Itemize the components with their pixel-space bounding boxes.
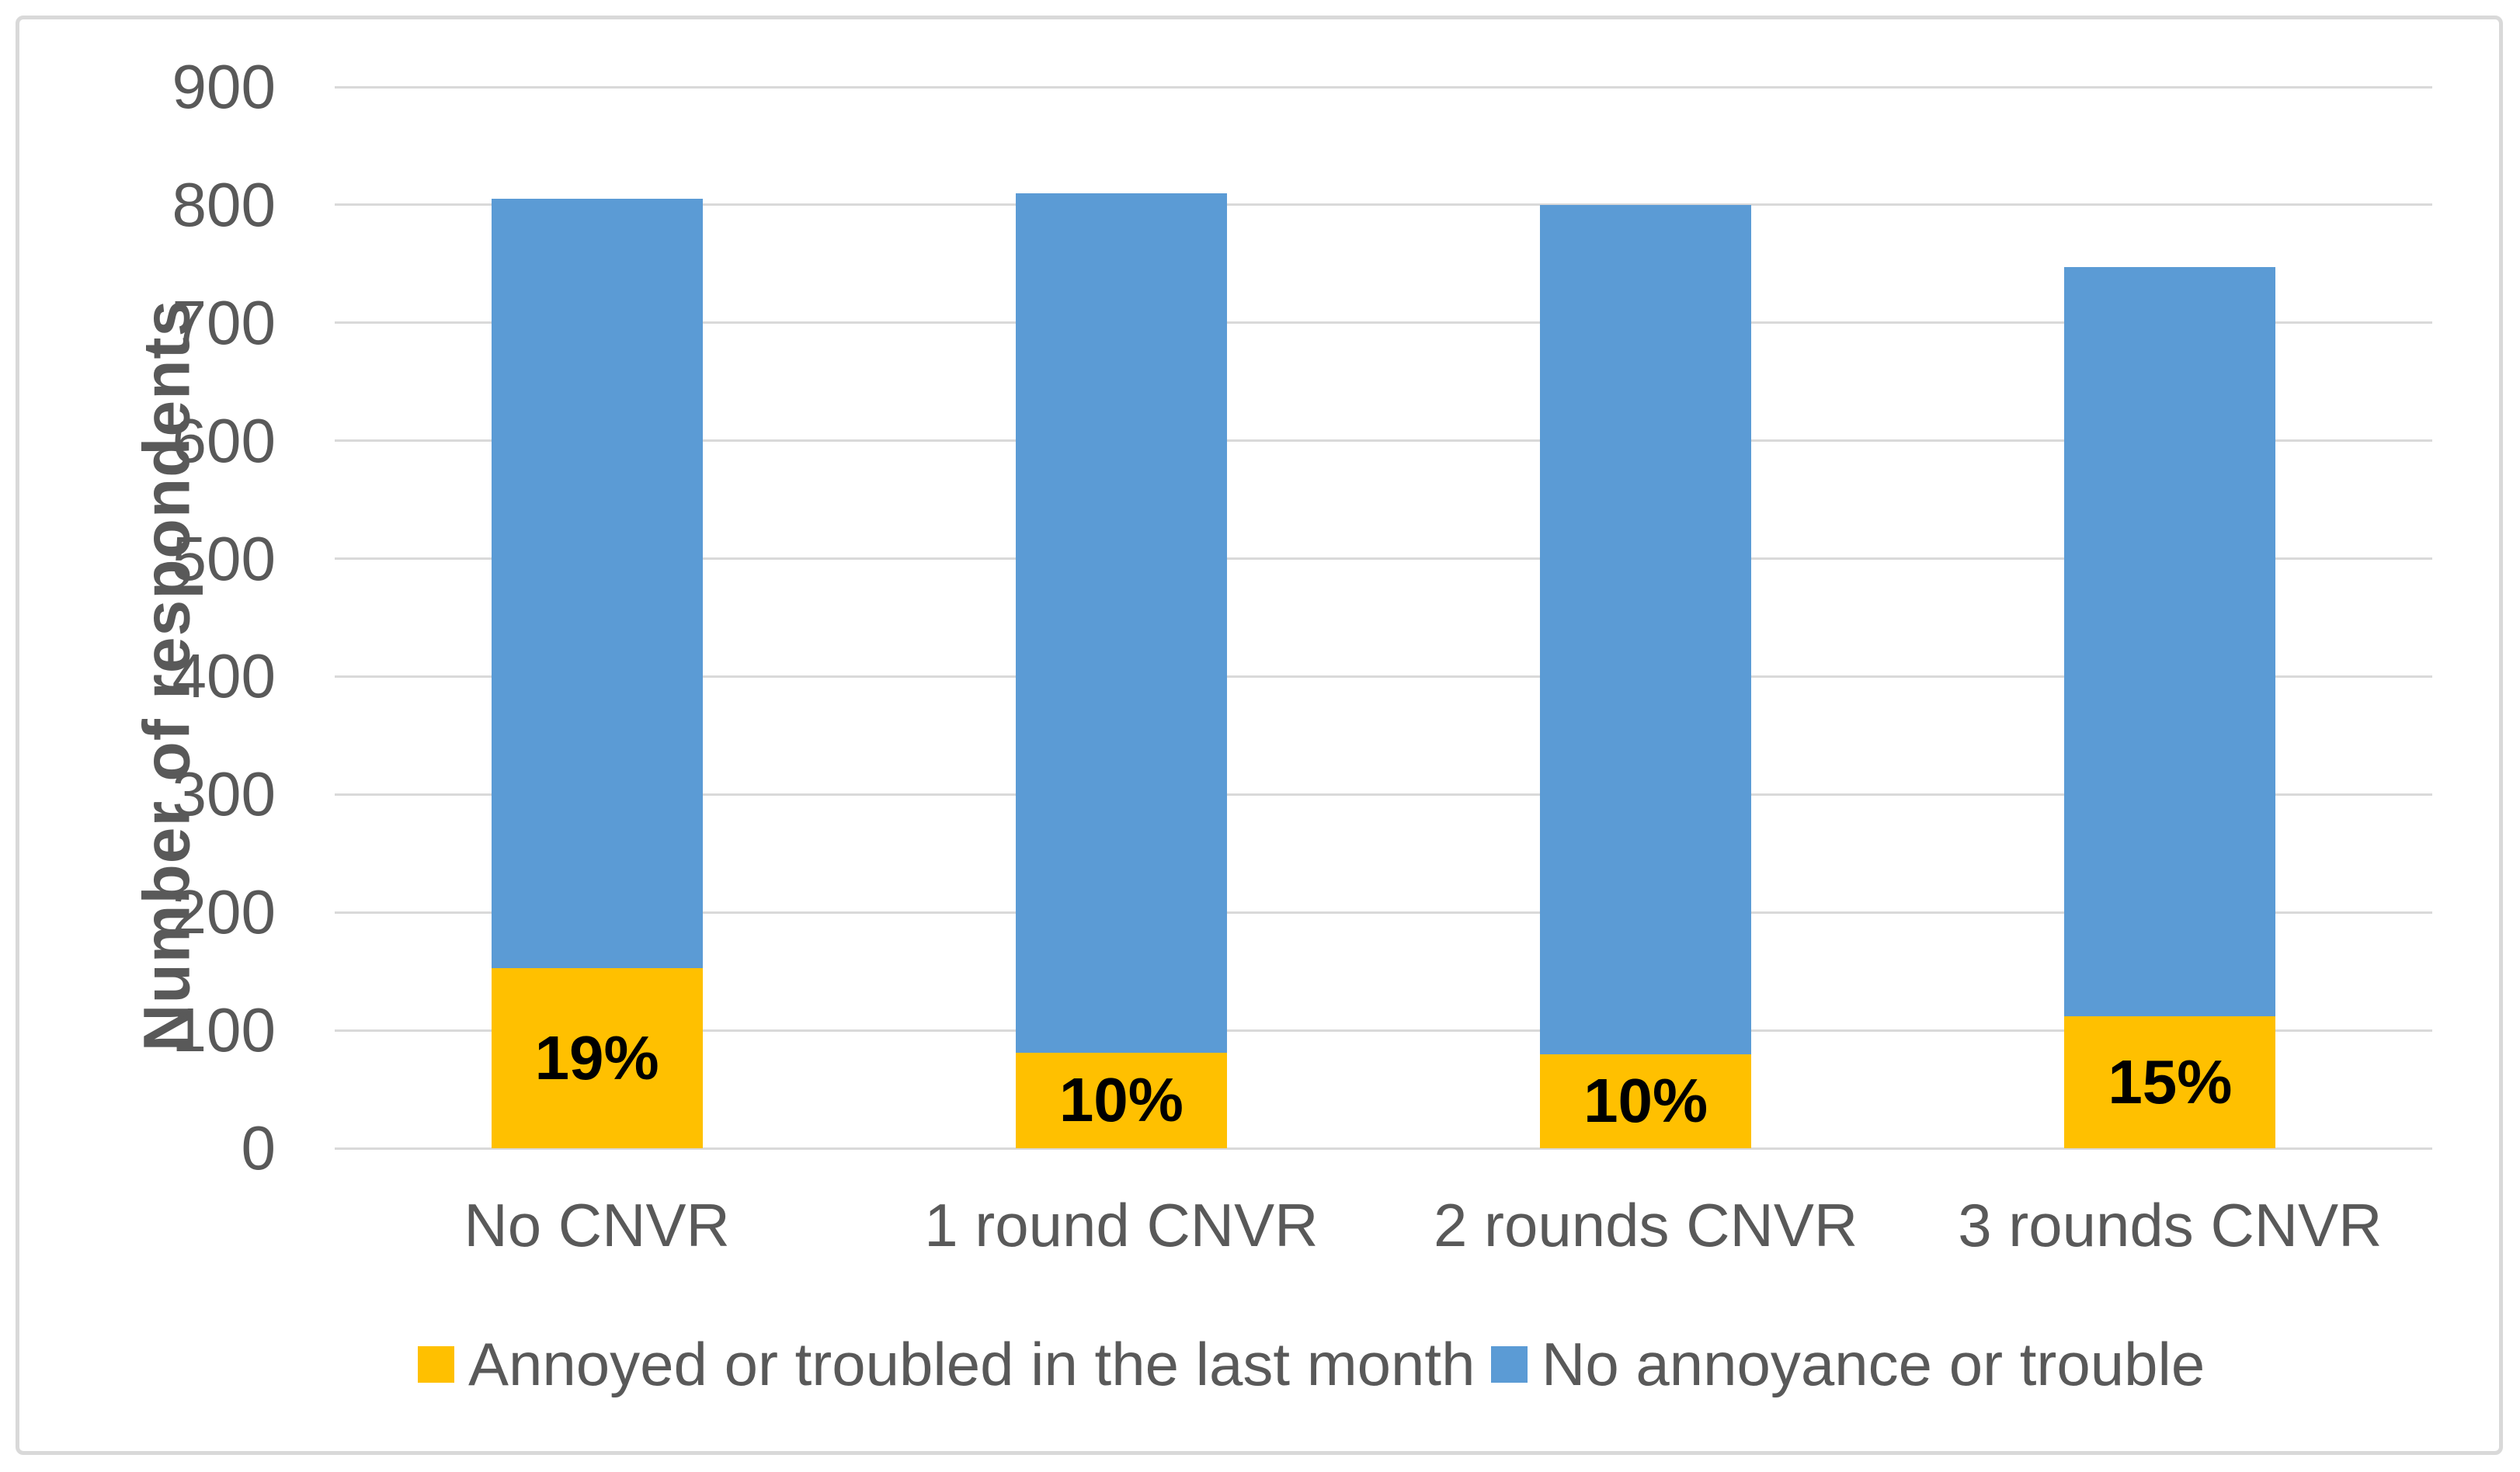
- legend-item-annoyed: Annoyed or troubled in the last month: [418, 1329, 1475, 1400]
- data-label-percent: 10%: [1058, 1065, 1184, 1135]
- bar-segment-annoyed: 10%: [1540, 1054, 1752, 1148]
- bar-2-rounds-cnvr: 10%: [1540, 204, 1752, 1148]
- gridline-0: [335, 1147, 2432, 1150]
- bar-1-round-cnvr: 10%: [1015, 193, 1227, 1148]
- gridline-300: [335, 793, 2432, 796]
- bar-segment-annoyed: 19%: [491, 967, 703, 1148]
- x-category-label-2: 1 round CNVR: [924, 1191, 1319, 1259]
- y-tick-label-200: 200: [172, 877, 276, 947]
- y-tick-label-700: 700: [172, 287, 276, 357]
- bar-no-cnvr: 19%: [491, 199, 703, 1148]
- x-category-label-1: No CNVR: [464, 1191, 730, 1259]
- bar-segment-annoyed: 15%: [2064, 1015, 2276, 1148]
- legend-swatch-annoyed-icon: [418, 1346, 454, 1383]
- legend-label-no-annoyance: No annoyance or trouble: [1542, 1330, 2205, 1398]
- y-tick-label-100: 100: [172, 995, 276, 1065]
- legend-swatch-no-annoyance-icon: [1491, 1346, 1528, 1383]
- legend-item-no-annoyance: No annoyance or trouble: [1491, 1329, 2205, 1400]
- data-label-percent: 10%: [1583, 1066, 1708, 1136]
- plot-area: 19% 10% 10% 15%: [335, 85, 2432, 1150]
- y-tick-label-500: 500: [172, 523, 276, 593]
- x-category-label-3: 2 rounds CNVR: [1434, 1191, 1858, 1259]
- gridline-700: [335, 321, 2432, 325]
- y-tick-label-800: 800: [172, 169, 276, 239]
- y-tick-label-0: 0: [241, 1113, 276, 1182]
- gridline-100: [335, 1029, 2432, 1032]
- y-tick-label-400: 400: [172, 641, 276, 711]
- bar-segment-no-annoyance: [1540, 204, 1752, 1054]
- bar-segment-no-annoyance: [2064, 267, 2276, 1016]
- gridline-400: [335, 675, 2432, 678]
- bar-3-rounds-cnvr: 15%: [2064, 267, 2276, 1148]
- gridline-900: [335, 85, 2432, 89]
- data-label-percent: 15%: [2108, 1047, 2233, 1116]
- legend-label-annoyed: Annoyed or troubled in the last month: [468, 1330, 1476, 1398]
- bar-segment-annoyed: 10%: [1015, 1052, 1227, 1148]
- bar-segment-no-annoyance: [491, 199, 703, 968]
- y-tick-label-600: 600: [172, 405, 276, 475]
- gridline-500: [335, 557, 2432, 561]
- y-tick-label-900: 900: [172, 52, 276, 121]
- gridline-200: [335, 911, 2432, 914]
- bar-segment-no-annoyance: [1015, 193, 1227, 1053]
- legend: Annoyed or troubled in the last month No…: [0, 1329, 2520, 1399]
- gridline-600: [335, 439, 2432, 443]
- gridline-800: [335, 203, 2432, 207]
- data-label-percent: 19%: [534, 1022, 659, 1092]
- y-tick-label-300: 300: [172, 759, 276, 829]
- x-category-label-4: 3 rounds CNVR: [1958, 1191, 2383, 1259]
